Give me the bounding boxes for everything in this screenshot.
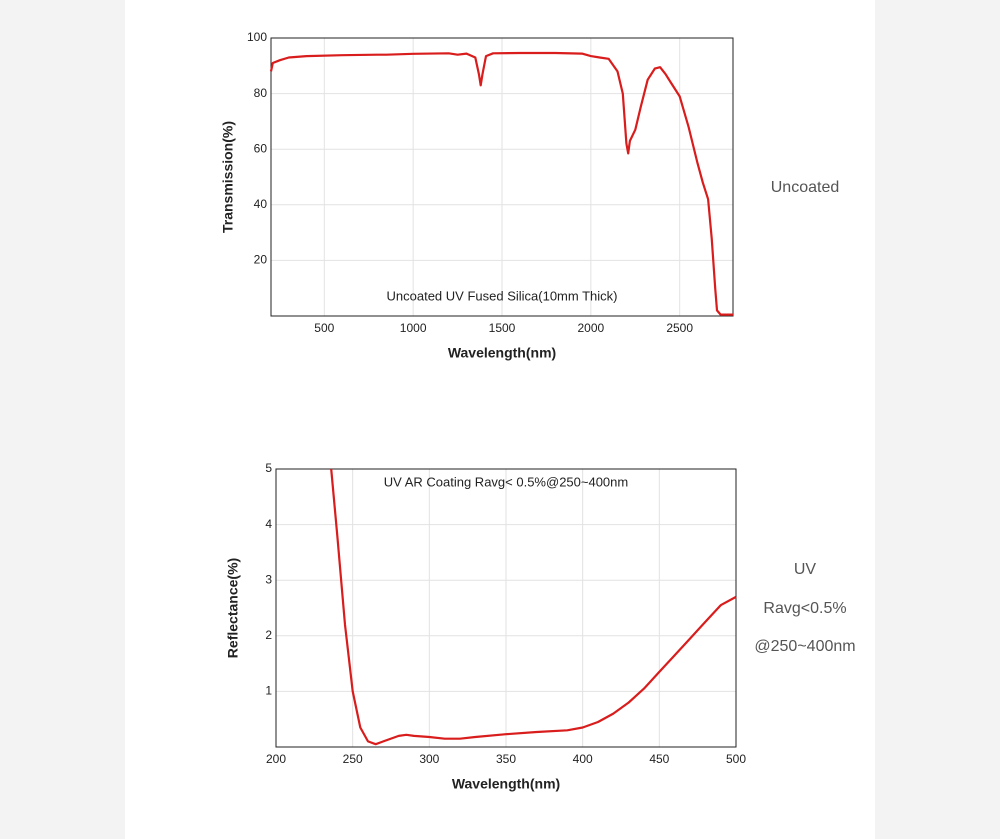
x-tick-label: 400 [573,752,593,766]
x-tick-label: 350 [496,752,516,766]
y-tick-label: 5 [265,461,272,475]
y-tick-label: 40 [254,197,268,211]
plot-frame [275,468,737,748]
panel [125,0,875,839]
y-tick-label: 3 [265,572,272,586]
y-tick-label: 80 [254,86,268,100]
data-line [269,51,733,316]
x-tick-label: 500 [726,752,746,766]
x-tick-label: 500 [314,321,334,335]
x-tick-label: 1500 [489,321,516,335]
y-axis-label: Reflectance(%) [225,558,241,658]
x-tick-label: 250 [343,752,363,766]
side-label: @250~400nm [754,638,855,655]
side-label: Ravg<0.5% [763,600,846,617]
x-axis-label: Wavelength(nm) [448,345,556,361]
x-tick-label: 450 [649,752,669,766]
x-tick-label: 300 [419,752,439,766]
y-tick-label: 20 [254,253,268,267]
y-tick-label: 4 [265,517,272,531]
y-tick-label: 60 [254,141,268,155]
x-axis-label: Wavelength(nm) [452,776,560,792]
side-label: Uncoated [771,179,840,196]
y-tick-label: 1 [265,684,272,698]
y-tick-label: 100 [247,30,267,44]
plot-frame [270,37,734,317]
chart-title: Uncoated UV Fused Silica(10mm Thick) [387,288,618,303]
data-line [330,468,737,746]
chart-title: UV AR Coating Ravg< 0.5%@250~400nm [384,474,628,489]
x-tick-label: 2500 [666,321,693,335]
x-tick-label: 200 [266,752,286,766]
x-tick-label: 1000 [400,321,427,335]
x-tick-label: 2000 [577,321,604,335]
y-tick-label: 2 [265,628,272,642]
y-axis-label: Transmission(%) [220,121,236,233]
side-label: UV [794,561,817,578]
